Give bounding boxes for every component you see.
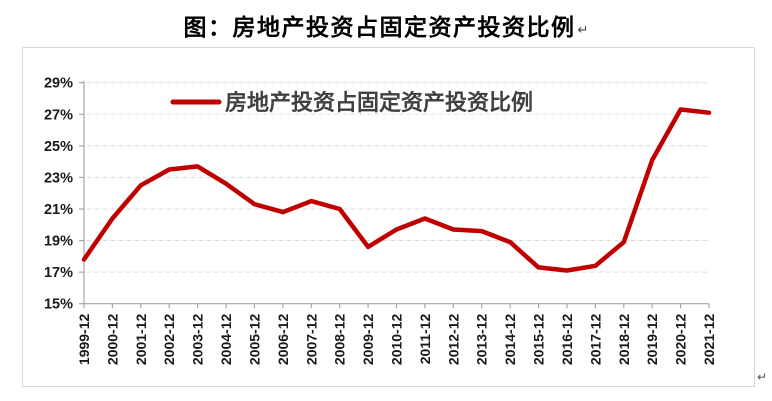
x-tick-label: 1999-12	[76, 313, 92, 365]
x-tick-label: 2001-12	[133, 313, 149, 365]
x-tick-label: 2020-12	[673, 313, 689, 365]
y-tick-label: 29%	[44, 76, 73, 92]
y-tick-label: 25%	[44, 139, 73, 155]
x-tick-label: 2011-12	[417, 313, 433, 364]
series-line	[81, 107, 712, 273]
y-tick-label: 23%	[44, 170, 73, 186]
line-chart: 15% 17% 19% 21% 23% 25% 27% 29% 1999-12 2000-12 20…	[44, 76, 717, 365]
y-tick-label: 27%	[44, 107, 73, 123]
x-tick-label: 2019-12	[644, 313, 660, 365]
x-tick-label: 2009-12	[360, 313, 376, 365]
x-tick-label: 2008-12	[332, 313, 348, 365]
x-tick-label: 2017-12	[587, 313, 603, 365]
x-tick-label: 2007-12	[303, 313, 319, 365]
x-tick-label: 2015-12	[531, 313, 547, 365]
x-tick-label: 2021-12	[701, 313, 717, 365]
x-tick-label: 2016-12	[559, 313, 575, 365]
x-tick-label: 2004-12	[218, 313, 234, 365]
y-tick-label: 17%	[44, 265, 73, 281]
y-tick-label: 19%	[44, 234, 73, 250]
x-tick-label: 2003-12	[190, 313, 206, 365]
paragraph-mark-icon: ↵	[757, 370, 768, 384]
y-tick-label: 21%	[44, 202, 73, 218]
chart-frame: 15% 17% 19% 21% 23% 25% 27% 29% 1999-12 2000-12 20…	[22, 47, 755, 387]
x-tick-label: 2010-12	[389, 313, 405, 365]
chart-title-row: 图：房地产投资占固定资产投资比例 ↵	[0, 8, 772, 42]
legend-label: 房地产投资占固定资产投资比例	[225, 90, 533, 115]
paragraph-mark-icon: ↵	[577, 23, 589, 38]
x-tick-label: 2006-12	[275, 313, 291, 365]
y-tick-label: 15%	[44, 297, 73, 313]
x-tick-label: 2012-12	[445, 313, 461, 365]
x-tick-label: 2014-12	[502, 313, 518, 365]
x-tick-label: 2000-12	[104, 313, 120, 365]
x-tick-label: 2018-12	[616, 313, 632, 365]
x-tick-label: 2002-12	[161, 313, 177, 365]
x-tick-label: 2005-12	[246, 313, 262, 365]
page-title: 图：房地产投资占固定资产投资比例	[183, 15, 576, 40]
x-tick-label: 2013-12	[474, 313, 490, 365]
